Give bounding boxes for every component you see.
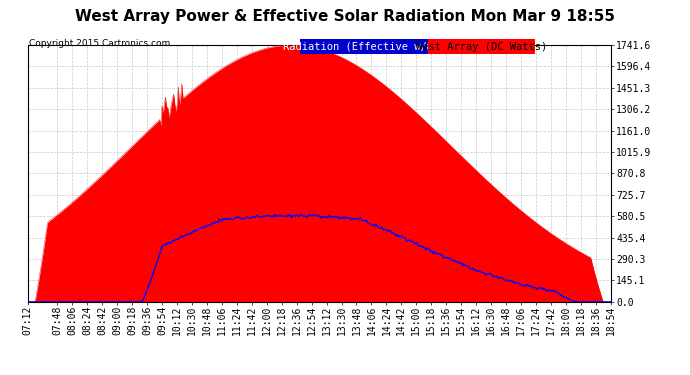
Text: Copyright 2015 Cartronics.com: Copyright 2015 Cartronics.com	[29, 39, 170, 48]
Text: West Array (DC Watts): West Array (DC Watts)	[415, 42, 547, 51]
Text: Radiation (Effective w/m2): Radiation (Effective w/m2)	[283, 42, 445, 51]
Text: West Array Power & Effective Solar Radiation Mon Mar 9 18:55: West Array Power & Effective Solar Radia…	[75, 9, 615, 24]
